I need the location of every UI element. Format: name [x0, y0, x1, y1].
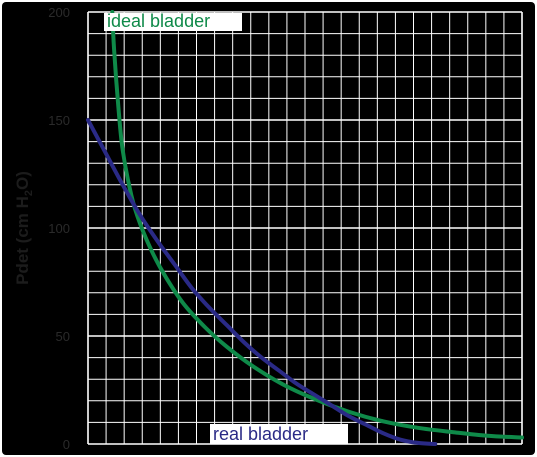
series-label-real: real bladder — [213, 424, 308, 444]
grid-minor — [87, 12, 523, 444]
y-tick-label: 150 — [48, 113, 70, 128]
series-label-real-box — [210, 424, 348, 444]
y-tick-labels: 0 50 100 150 200 — [48, 5, 70, 452]
series-line-real — [86, 118, 438, 446]
series-labels: ideal bladder real bladder — [104, 11, 348, 444]
series-label-ideal-box — [104, 13, 242, 31]
y-tick-label: 0 — [63, 437, 70, 452]
y-tick-label: 100 — [48, 221, 70, 236]
grid-major — [88, 11, 522, 445]
series-line-ideal — [110, 10, 524, 440]
y-tick-label: 50 — [56, 329, 70, 344]
y-axis-label: Pdet (cm H2O) — [13, 171, 35, 285]
y-tick-label: 200 — [48, 5, 70, 20]
series-lines — [86, 10, 524, 446]
series-label-ideal: ideal bladder — [107, 11, 210, 31]
